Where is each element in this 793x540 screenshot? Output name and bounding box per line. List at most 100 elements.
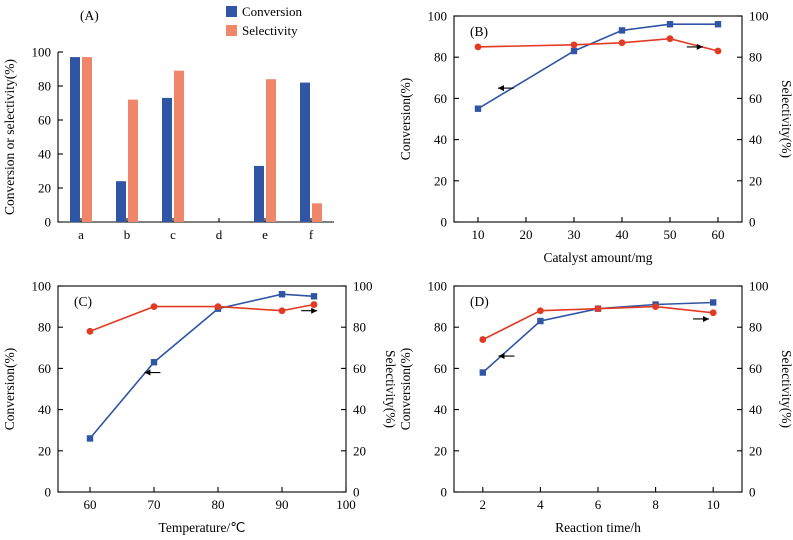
y-tick-label-right: 40: [353, 402, 366, 417]
y-tick-label: 40: [434, 132, 447, 147]
bar-conversion: [300, 82, 310, 222]
panel-b: 0 0 20 20 40 40 60 60 80 80 100 100 10 20 30 40 50 60 (B) C…: [396, 0, 792, 270]
legend-swatch-selectivity: [226, 25, 237, 36]
y-tick-label: 0: [441, 485, 448, 500]
marker-square: [310, 293, 318, 300]
marker-square: [710, 299, 717, 306]
bar-selectivity: [174, 70, 184, 222]
chart-b: 0 0 20 20 40 40 60 60 80 80 100 100 10 20 30 40 50 60 (B) C…: [398, 9, 792, 266]
marker-circle: [652, 303, 659, 310]
axis-frame: [453, 15, 743, 223]
y-tick-label: 60: [38, 361, 51, 376]
y-tick-label-right: 60: [353, 361, 366, 376]
annotation-arrowhead-right: [703, 315, 710, 322]
marker-square: [714, 21, 722, 28]
y-tick-label: 80: [38, 79, 51, 94]
bar-conversion: [70, 57, 80, 222]
y-tick-label: 60: [434, 91, 447, 106]
y-tick-label: 100: [32, 45, 52, 60]
y-tick-label-right: 80: [749, 320, 762, 335]
x-tick-label: e: [262, 227, 268, 242]
marker-circle: [479, 336, 487, 343]
annotation-arrowhead-left: [498, 85, 504, 92]
x-tick-label: 60: [84, 497, 97, 512]
axis-frame: [57, 52, 334, 223]
marker-square: [479, 369, 486, 376]
x-tick-label: 40: [616, 227, 629, 242]
marker-square: [537, 317, 544, 325]
x-tick-label: 60: [712, 227, 725, 242]
chart-c: 0 0 20 20 40 40 60 60 80 80 100 100 60 70 80 90 100 (C) Co…: [2, 279, 396, 536]
x-tick-label: f: [309, 227, 314, 242]
y-axis-title-right: Selectivity(%): [383, 350, 396, 428]
bar-selectivity: [312, 203, 322, 222]
panel-label: (A): [80, 8, 99, 23]
axis-frame: [57, 285, 347, 493]
chart-d: 0 0 20 20 40 40 60 60 80 80 100 100 2 4 6 8 10 (D) Convers…: [398, 279, 792, 536]
y-tick-label-right: 0: [353, 485, 360, 500]
chart-a: 0 20 40 60 80 100 a b c d e f Conversion Selectivity (…: [2, 4, 334, 242]
y-tick-label: 40: [38, 402, 51, 417]
y-axis-title-right: Selectivity(%): [779, 350, 792, 428]
y-axis-title-left: Conversion or selectivity(%): [2, 59, 17, 215]
series-line-conversion: [482, 301, 714, 374]
marker-square: [278, 291, 286, 298]
marker-square: [474, 105, 482, 112]
y-tick-label: 40: [434, 402, 447, 417]
marker-circle: [709, 309, 717, 317]
y-tick-label-right: 0: [749, 215, 756, 230]
x-tick-label: d: [216, 227, 223, 242]
bar-selectivity: [82, 57, 92, 222]
axis-frame: [453, 285, 743, 493]
y-tick-label-right: 60: [749, 361, 762, 376]
y-tick-label: 20: [38, 443, 51, 458]
y-tick-label-right: 100: [749, 9, 769, 24]
y-tick-label-right: 80: [353, 320, 366, 335]
y-tick-label: 20: [434, 173, 447, 188]
bar-selectivity: [266, 79, 276, 222]
legend-label-selectivity: Selectivity: [242, 23, 298, 38]
bar-conversion: [116, 181, 126, 222]
panel-a: 0 20 40 60 80 100 a b c d e f Conversion Selectivity (…: [0, 0, 396, 270]
y-tick-label: 80: [434, 50, 447, 65]
marker-square: [666, 21, 674, 28]
y-tick-label: 40: [38, 147, 51, 162]
x-tick-label: 2: [480, 497, 487, 512]
panel-label: (C): [74, 294, 92, 309]
y-tick-label-right: 20: [749, 173, 762, 188]
y-tick-label: 80: [38, 320, 51, 335]
series-line-conversion: [477, 23, 718, 110]
annotation-arrowhead-left: [498, 353, 505, 360]
x-tick-label: 10: [472, 227, 485, 242]
marker-square: [570, 47, 578, 55]
series-line-conversion: [89, 293, 315, 439]
marker-square: [618, 27, 626, 34]
marker-circle: [86, 327, 94, 335]
y-tick-label-right: 80: [749, 50, 762, 65]
marker-circle: [714, 47, 722, 55]
bar-conversion: [162, 97, 172, 222]
y-tick-label: 0: [441, 215, 448, 230]
y-tick-label: 0: [45, 485, 52, 500]
marker-circle: [666, 35, 674, 43]
annotation-arrowhead-right: [311, 307, 318, 314]
y-tick-label-right: 40: [749, 402, 762, 417]
bar-selectivity: [128, 99, 138, 222]
panel-c: 0 0 20 20 40 40 60 60 80 80 100 100 60 70 80 90 100 (C) Co…: [0, 270, 396, 540]
x-tick-label: 70: [148, 497, 161, 512]
y-tick-label-right: 60: [749, 91, 762, 106]
x-tick-label: 8: [652, 497, 659, 512]
y-tick-label: 20: [434, 443, 447, 458]
legend-swatch-conversion: [226, 6, 237, 17]
x-axis-title: Reaction time/h: [555, 520, 641, 535]
legend-label-conversion: Conversion: [242, 4, 302, 19]
y-tick-label: 100: [428, 279, 448, 294]
x-tick-label: 50: [664, 227, 677, 242]
y-axis-title-left: Conversion(%): [2, 348, 17, 430]
y-axis-title-left: Conversion(%): [398, 348, 413, 430]
y-tick-label-right: 20: [749, 443, 762, 458]
y-tick-label-right: 100: [749, 279, 769, 294]
x-tick-label: 6: [595, 497, 602, 512]
x-tick-label: c: [170, 227, 176, 242]
